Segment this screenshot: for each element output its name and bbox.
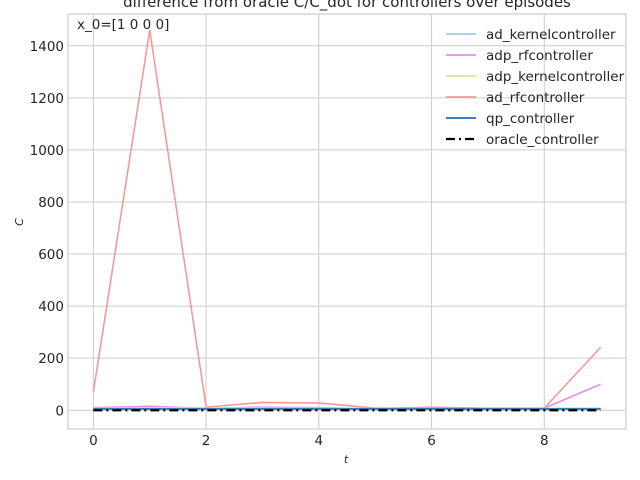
y-tick-label: 600: [38, 247, 64, 263]
legend-label: ad_rfcontroller: [486, 90, 585, 106]
series-line-ad-rfcontroller: [93, 30, 600, 408]
x-tick-label: 8: [540, 433, 549, 449]
x-tick-label: 6: [427, 433, 436, 449]
y-tick-label: 0: [55, 403, 64, 419]
chart-title: difference from oracle C/C_dot for contr…: [123, 0, 571, 12]
y-tick-label: 1400: [30, 39, 64, 55]
legend-label: ad_kernelcontroller: [486, 27, 616, 43]
legend-label: adp_rfcontroller: [486, 48, 593, 64]
x-tick-label: 0: [89, 433, 98, 449]
y-tick-label: 400: [38, 299, 64, 315]
legend: ad_kernelcontroller adp_rfcontroller adp_k…: [446, 27, 625, 148]
legend-label: qp_controller: [486, 111, 575, 127]
y-tick-label: 200: [38, 351, 64, 367]
y-tick-label: 1200: [30, 91, 64, 107]
initial-state-annotation: x_0=[1 0 0 0]: [77, 17, 169, 33]
x-axis-label: t: [344, 453, 349, 466]
x-tick-label: 4: [315, 433, 324, 449]
y-tick-label: 800: [38, 195, 64, 211]
y-tick-label: 1000: [30, 143, 64, 159]
series-group: [93, 30, 600, 410]
x-tick-label: 2: [202, 433, 211, 449]
tick-labels: 0 2 4 6 8 0 200 400 600 800 1000 1200 1400: [30, 39, 549, 449]
legend-label: adp_kernelcontroller: [486, 69, 625, 85]
y-axis-label: C: [13, 218, 26, 226]
legend-label: oracle_controller: [486, 132, 599, 148]
